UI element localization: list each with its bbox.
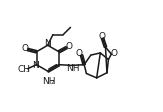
Text: NH: NH [66,64,79,73]
Text: O: O [66,42,73,51]
Text: CH: CH [17,65,30,74]
Text: O: O [98,32,105,41]
Text: O: O [76,49,83,58]
Text: 2: 2 [51,80,54,85]
Text: N: N [44,39,51,48]
Text: N: N [32,61,39,70]
Text: O: O [22,44,29,53]
Text: O: O [111,49,118,58]
Text: NH: NH [42,77,55,86]
Text: 3: 3 [26,68,30,73]
